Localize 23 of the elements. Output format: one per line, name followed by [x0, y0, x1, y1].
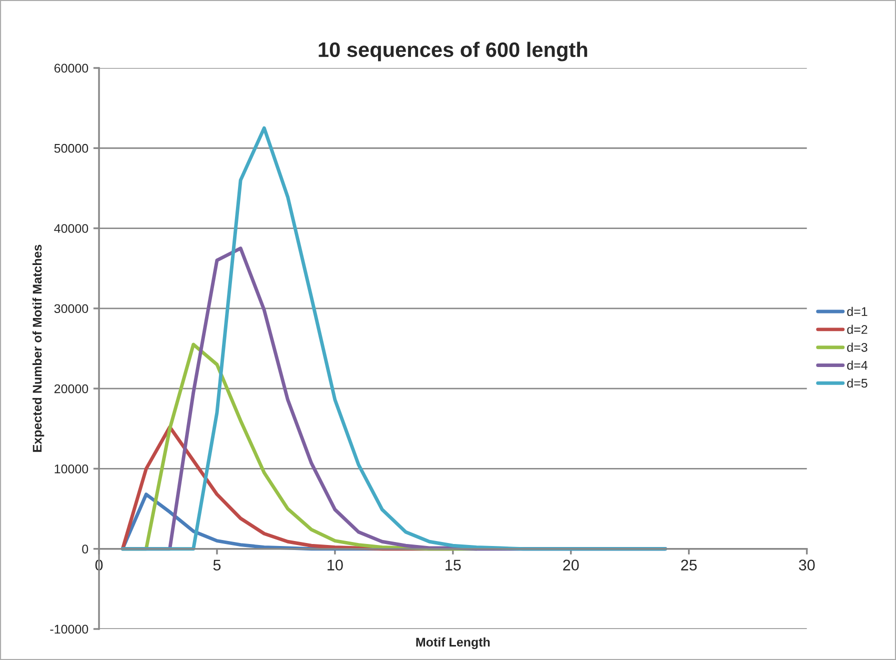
y-tick-label: 40000 — [54, 224, 88, 233]
legend-label: d=4 — [847, 360, 868, 370]
x-axis-title: Motif Length — [416, 637, 490, 650]
y-tick-label: 10000 — [54, 464, 88, 474]
line-series — [120, 126, 668, 551]
y-tick-label: 30000 — [54, 304, 88, 314]
x-tick-label: 15 — [446, 560, 461, 570]
legend-label: d=3 — [847, 342, 868, 352]
x-tick-label: 10 — [328, 560, 343, 570]
x-tick-label: 5 — [213, 560, 221, 570]
x-tick-label: 30 — [798, 560, 815, 570]
y-tick-label: 20000 — [54, 384, 88, 394]
y-tick-label: -10000 — [50, 624, 88, 634]
y-tick-label: 0 — [82, 544, 88, 554]
y-tick-label: 60000 — [54, 64, 88, 73]
x-tick-label: 20 — [563, 560, 579, 570]
y-tick-label: 50000 — [54, 144, 88, 153]
legend-label: d=1 — [847, 306, 868, 316]
legend-label: d=2 — [847, 324, 868, 334]
y-axis-title: Expected Number of Motif Matches — [32, 244, 44, 452]
legend-label: d=5 — [847, 378, 868, 388]
x-tick-label: 25 — [681, 560, 697, 570]
chart-title: 10 sequences of 600 length — [318, 42, 588, 62]
